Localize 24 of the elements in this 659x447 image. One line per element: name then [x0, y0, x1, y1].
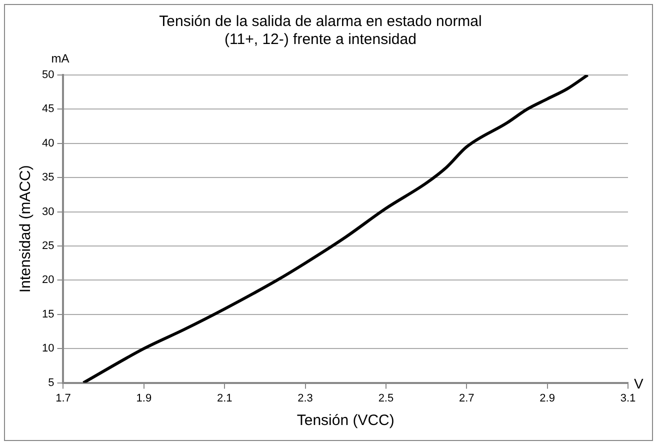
x-tick-label: 2.3 — [298, 392, 313, 404]
x-tick-label: 2.1 — [216, 392, 232, 404]
x-tick-label: 3.1 — [620, 392, 636, 404]
y-tick-label: 5 — [48, 376, 54, 389]
y-tick-label: 15 — [42, 308, 54, 320]
x-tick-label: 2.7 — [458, 392, 474, 404]
y-tick-label: 45 — [42, 103, 54, 116]
chart-title: Tensión de la salida de alarma en estado normal (11+, 12-) frente a intensidad — [159, 13, 482, 48]
y-tick-label: 40 — [42, 137, 54, 150]
x-tick-label: 1.9 — [136, 392, 152, 404]
text: mA — [51, 51, 70, 66]
y-tick-label: 20 — [42, 274, 54, 286]
x-tick-label: 2.9 — [540, 392, 555, 404]
x-tick-label: 1.7 — [56, 392, 71, 404]
x-tick-label: 2.5 — [378, 392, 394, 404]
y-tick-label: 50 — [42, 69, 54, 82]
text: V — [634, 376, 644, 392]
y-tick-label: 35 — [42, 172, 54, 184]
line-series — [82, 75, 590, 383]
y-tick-label: 25 — [42, 240, 54, 252]
x-axis-title: Tensión (VCC) — [296, 412, 394, 430]
y-tick-label: 30 — [42, 206, 54, 218]
y-axis-title: Intensidad (mACC) — [17, 165, 34, 293]
y-tick-label: 10 — [42, 342, 54, 355]
